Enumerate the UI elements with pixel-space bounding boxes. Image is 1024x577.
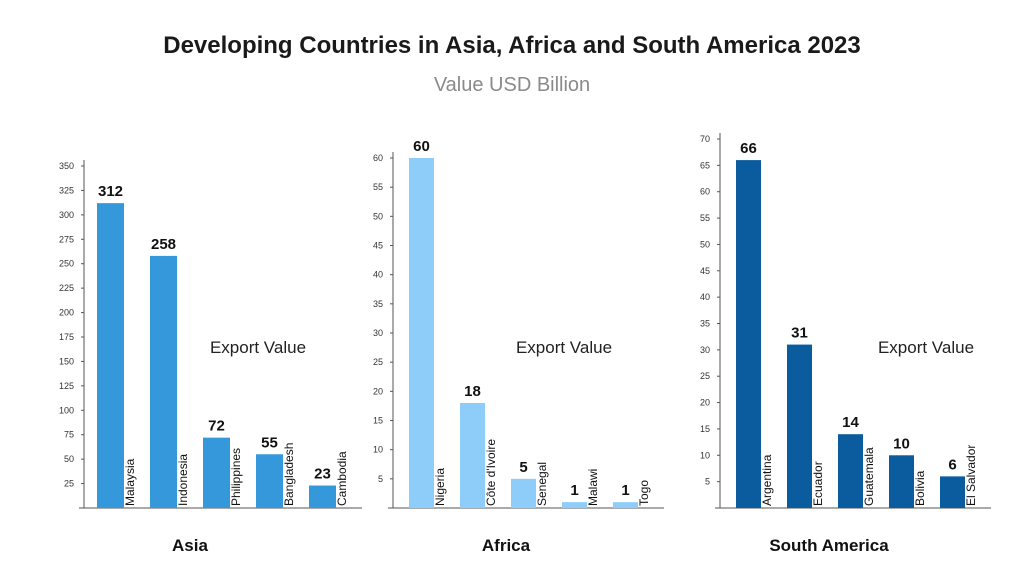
asia-bar xyxy=(150,255,177,508)
south-america-y-tick-label: 25 xyxy=(700,371,710,381)
south-america-value-label: 31 xyxy=(791,325,808,342)
asia-category-label: Malaysia xyxy=(123,458,137,506)
africa-value-label: 60 xyxy=(413,138,430,155)
africa-y-tick-label: 20 xyxy=(373,386,383,396)
asia-y-tick-label: 350 xyxy=(59,161,74,171)
asia-value-label: 23 xyxy=(314,466,331,483)
south-america-y-tick-label: 15 xyxy=(700,424,710,434)
south-america-category-label: Ecuador xyxy=(811,461,825,506)
africa-value-label: 18 xyxy=(464,383,481,400)
asia-category-label: Bangladesh xyxy=(282,443,296,506)
south-america-category-label: Guatemala xyxy=(862,447,876,506)
africa-region-label: Africa xyxy=(482,536,531,555)
asia-category-label: Cambodia xyxy=(335,451,349,506)
asia-y-tick-label: 125 xyxy=(59,381,74,391)
chart-subtitle: Value USD Billion xyxy=(433,74,591,96)
south-america-bar xyxy=(940,476,965,508)
africa-category-label: Côte d'Ivoire xyxy=(484,439,498,506)
south-america-y-tick-label: 35 xyxy=(700,319,710,329)
asia-y-tick-label: 25 xyxy=(64,479,74,489)
asia-bar xyxy=(203,437,230,508)
africa-y-tick-label: 15 xyxy=(373,416,383,426)
asia-y-tick-label: 50 xyxy=(64,454,74,464)
south-america-value-label: 6 xyxy=(948,456,956,473)
asia-category-label: Philippines xyxy=(229,448,243,506)
asia-value-label: 55 xyxy=(261,434,278,451)
asia-category-label: Indonesia xyxy=(176,454,190,506)
asia-bar xyxy=(97,203,124,509)
africa-y-tick-label: 10 xyxy=(373,445,383,455)
africa-bar xyxy=(613,502,638,508)
africa-y-tick-label: 55 xyxy=(373,182,383,192)
africa-category-label: Togo xyxy=(637,480,651,506)
asia-y-tick-label: 225 xyxy=(59,283,74,293)
africa-bar xyxy=(460,403,485,508)
south-america-annotation: Export Value xyxy=(878,338,974,357)
south-america-y-tick-label: 30 xyxy=(700,345,710,355)
africa-category-label: Malawi xyxy=(586,469,600,506)
south-america-bar xyxy=(787,344,812,508)
asia-bar xyxy=(256,454,283,508)
africa-y-tick-label: 45 xyxy=(373,241,383,251)
africa-y-tick-label: 5 xyxy=(378,474,383,484)
asia-y-tick-label: 325 xyxy=(59,185,74,195)
south-america-value-label: 10 xyxy=(893,435,910,452)
africa-annotation: Export Value xyxy=(516,338,612,357)
south-america-value-label: 66 xyxy=(740,140,757,157)
asia-y-tick-label: 200 xyxy=(59,308,74,318)
chart-title: Developing Countries in Asia, Africa and… xyxy=(163,32,861,59)
africa-y-tick-label: 35 xyxy=(373,299,383,309)
south-america-y-tick-label: 60 xyxy=(700,187,710,197)
africa-y-tick-label: 50 xyxy=(373,211,383,221)
africa-value-label: 1 xyxy=(621,482,629,499)
south-america-y-tick-label: 40 xyxy=(700,292,710,302)
africa-y-tick-label: 30 xyxy=(373,328,383,338)
south-america-value-label: 14 xyxy=(842,414,859,431)
africa-y-tick-label: 25 xyxy=(373,357,383,367)
south-america-category-label: El Salvador xyxy=(964,445,978,506)
south-america-y-tick-label: 10 xyxy=(700,450,710,460)
asia-region-label: Asia xyxy=(172,536,208,555)
asia-annotation: Export Value xyxy=(210,338,306,357)
asia-y-tick-label: 300 xyxy=(59,210,74,220)
south-america-bar xyxy=(736,160,761,509)
south-america-y-tick-label: 65 xyxy=(700,160,710,170)
south-america-category-label: Argentina xyxy=(760,454,774,506)
south-america-region-label: South America xyxy=(769,536,889,555)
south-america-y-tick-label: 45 xyxy=(700,266,710,276)
africa-y-tick-label: 60 xyxy=(373,153,383,163)
asia-y-tick-label: 100 xyxy=(59,405,74,415)
africa-value-label: 5 xyxy=(519,459,527,476)
asia-bar xyxy=(309,485,336,508)
asia-y-tick-label: 250 xyxy=(59,259,74,269)
asia-y-tick-label: 75 xyxy=(64,430,74,440)
south-america-y-tick-label: 55 xyxy=(700,213,710,223)
africa-bar xyxy=(511,478,536,508)
asia-value-label: 72 xyxy=(208,418,225,435)
south-america-y-tick-label: 20 xyxy=(700,398,710,408)
south-america-y-tick-label: 50 xyxy=(700,239,710,249)
africa-y-tick-label: 40 xyxy=(373,270,383,280)
asia-value-label: 258 xyxy=(151,236,176,253)
south-america-bar xyxy=(889,455,914,508)
south-america-y-tick-label: 70 xyxy=(700,134,710,144)
africa-bar xyxy=(562,502,587,508)
africa-bar xyxy=(409,158,434,508)
africa-category-label: Senegal xyxy=(535,462,549,506)
south-america-y-tick-label: 5 xyxy=(705,477,710,487)
asia-y-tick-label: 150 xyxy=(59,356,74,366)
south-america-bar xyxy=(838,434,863,508)
africa-category-label: Nigeria xyxy=(433,468,447,506)
south-america-category-label: Bolivia xyxy=(913,470,927,506)
asia-y-tick-label: 175 xyxy=(59,332,74,342)
asia-value-label: 312 xyxy=(98,183,123,200)
asia-y-tick-label: 275 xyxy=(59,234,74,244)
africa-value-label: 1 xyxy=(570,482,578,499)
